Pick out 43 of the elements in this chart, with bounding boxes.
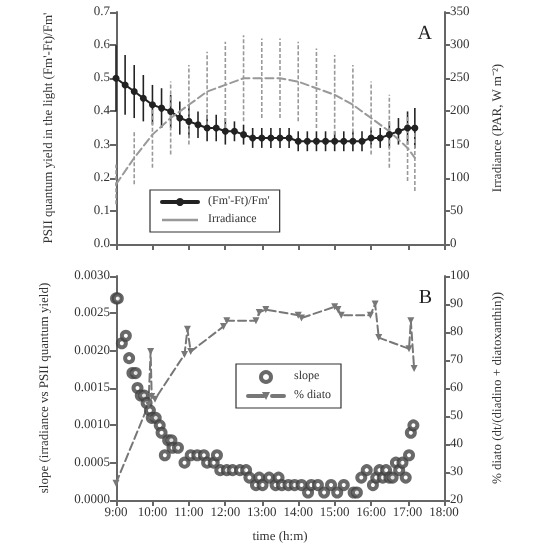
point [410,364,418,372]
point [181,350,189,358]
point [331,303,339,311]
annotation: A [417,23,434,45]
point [230,127,238,135]
annotation: B [418,287,433,309]
point [221,127,229,135]
point [144,401,152,409]
point [183,325,191,333]
point [340,137,348,145]
point [158,104,166,112]
point [294,137,302,145]
point [303,137,311,145]
point [194,121,202,129]
point [322,137,330,145]
point [262,306,270,314]
point [375,334,383,342]
point [385,131,393,139]
point [252,317,260,325]
point [220,322,228,330]
point [176,114,184,122]
point [240,131,248,139]
point [130,88,138,96]
point [185,117,193,125]
point [121,81,129,89]
point [405,345,413,353]
point [358,137,366,145]
point [223,317,231,325]
point [167,107,175,115]
point [212,124,220,132]
point [258,134,266,142]
point [187,348,195,356]
point [139,94,147,102]
point [112,479,120,487]
point [331,137,339,145]
point [148,101,156,109]
point [349,137,357,145]
point [394,127,402,135]
point [249,134,257,142]
point [376,134,384,142]
point [404,124,412,132]
point [267,134,275,142]
point [312,137,320,145]
